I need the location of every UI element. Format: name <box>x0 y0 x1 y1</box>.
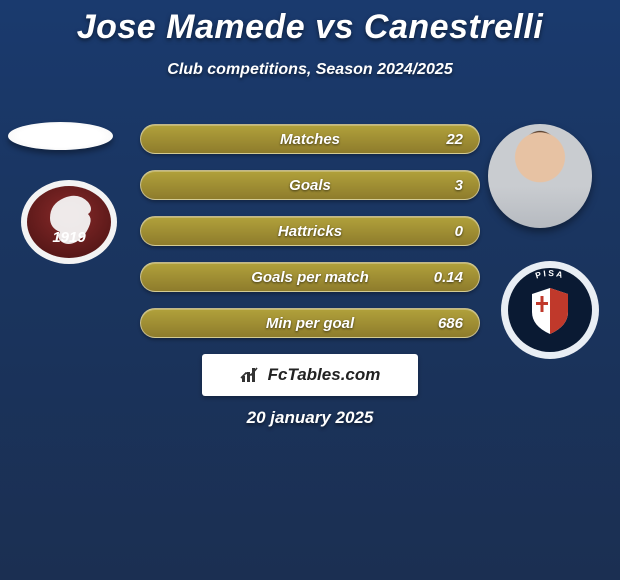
stat-row-hattricks: Hattricks 0 <box>140 216 480 246</box>
stat-value-right: 0 <box>455 223 463 240</box>
brand-box: FcTables.com <box>202 354 418 396</box>
stat-row-goals: Goals 3 <box>140 170 480 200</box>
stat-value-right: 3 <box>455 177 463 194</box>
club-right-logo: PISA <box>500 260 600 360</box>
stats-list: Matches 22 Goals 3 Hattricks 0 Goals per… <box>140 124 480 354</box>
stat-row-matches: Matches 22 <box>140 124 480 154</box>
stat-label: Matches <box>280 131 340 148</box>
club-left-logo: 1919 <box>18 178 120 266</box>
bar-chart-icon <box>240 366 262 384</box>
subtitle: Club competitions, Season 2024/2025 <box>0 61 620 79</box>
page-title: Jose Mamede vs Canestrelli <box>0 0 620 47</box>
stat-label: Goals per match <box>251 269 369 286</box>
stat-row-gpm: Goals per match 0.14 <box>140 262 480 292</box>
player-left-avatar <box>8 122 113 150</box>
stat-row-mpg: Min per goal 686 <box>140 308 480 338</box>
brand-text: FcTables.com <box>268 365 381 385</box>
stat-label: Hattricks <box>278 223 342 240</box>
stat-label: Goals <box>289 177 331 194</box>
stat-label: Min per goal <box>266 315 354 332</box>
date-text: 20 january 2025 <box>0 408 620 428</box>
player-right-avatar <box>488 124 592 228</box>
club-left-year: 1919 <box>52 229 86 246</box>
stat-value-right: 686 <box>438 315 463 332</box>
stat-value-right: 22 <box>446 131 463 148</box>
stat-value-right: 0.14 <box>434 269 463 286</box>
